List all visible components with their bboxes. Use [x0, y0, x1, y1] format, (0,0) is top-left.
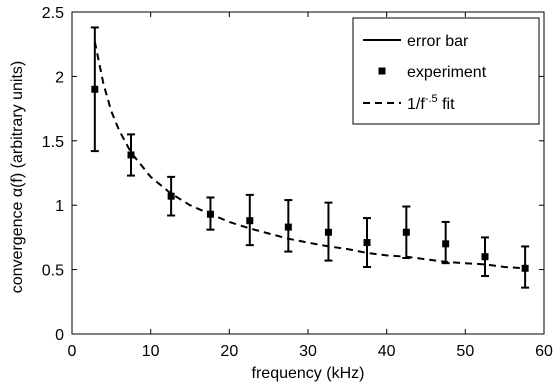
x-axis-label: frequency (kHz) — [252, 365, 365, 382]
y-tick-label: 0 — [55, 327, 64, 344]
y-axis-label: convergence α(f) (arbitrary units) — [9, 61, 26, 293]
experiment-point — [481, 253, 489, 261]
x-tick-label: 50 — [456, 343, 474, 360]
experiment-point — [284, 223, 292, 231]
y-tick-label: 0.5 — [42, 263, 64, 280]
y-tick-label: 2.5 — [42, 5, 64, 22]
experiment-point — [324, 228, 332, 236]
x-tick-label: 60 — [535, 343, 553, 360]
experiment-point — [521, 264, 529, 272]
legend-experiment-label: experiment — [407, 64, 487, 81]
plot-marks — [90, 26, 530, 289]
y-tick-label: 1.5 — [42, 134, 64, 151]
legend-experiment-marker — [378, 67, 386, 75]
legend-fit-suffix: fit — [438, 96, 455, 113]
experiment-point — [363, 239, 371, 247]
legend-error-bar-label: error bar — [407, 33, 469, 50]
x-tick-label: 30 — [299, 343, 317, 360]
x-tick-label: 40 — [378, 343, 396, 360]
experiment-point — [91, 85, 99, 93]
legend-fit-label: 1/f-.5 fit — [407, 93, 455, 113]
legend-fit-prefix: 1/f — [407, 96, 425, 113]
x-tick-label: 10 — [142, 343, 160, 360]
x-tick-label: 0 — [68, 343, 77, 360]
experiment-point — [246, 217, 254, 225]
x-tick-label: 20 — [220, 343, 238, 360]
legend: error bar experiment 1/f-.5 fit — [352, 17, 540, 125]
legend-fit-exponent: -.5 — [425, 93, 438, 105]
y-tick-label: 2 — [55, 69, 64, 86]
experiment-point — [402, 228, 410, 236]
experiment-point — [206, 210, 214, 218]
experiment-point — [127, 151, 135, 159]
ticks: 0 10 20 30 40 50 60 0 0.5 1 1.5 2 2.5 — [42, 5, 553, 360]
experiment-point — [442, 240, 450, 248]
experiment-point — [167, 192, 175, 200]
y-tick-label: 1 — [55, 198, 64, 215]
